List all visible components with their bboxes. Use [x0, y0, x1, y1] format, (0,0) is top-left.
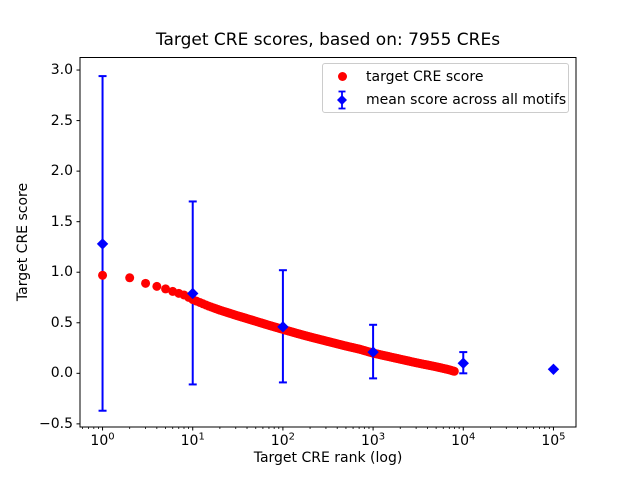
- mean-diamond: [457, 357, 469, 369]
- legend-item: mean score across all motifs: [323, 89, 568, 110]
- y-tick-label: 0.0: [50, 365, 73, 382]
- legend-item-label: mean score across all motifs: [366, 91, 567, 108]
- mean-diamond: [96, 238, 109, 250]
- x-tick-label: 100: [90, 431, 115, 449]
- x-axis-label: Target CRE rank (log): [253, 450, 403, 466]
- chart-title: Target CRE scores, based on: 7955 CREs: [155, 30, 501, 50]
- data-point: [152, 281, 162, 291]
- y-tick-label: 1.0: [50, 264, 73, 281]
- x-tick-label: 102: [270, 431, 295, 449]
- y-axis-label: Target CRE score: [15, 182, 31, 302]
- mean-diamond: [547, 363, 560, 375]
- x-tick-label: 105: [541, 431, 566, 449]
- y-tick-label: 0.5: [50, 314, 73, 331]
- blue-diamond-errorbar-marker-icon: [323, 90, 361, 110]
- mean-diamond: [187, 287, 199, 300]
- data-point: [141, 278, 151, 288]
- y-tick-label: −0.5: [39, 415, 73, 432]
- red-circle-marker-icon: [323, 72, 361, 81]
- mean-diamond: [277, 321, 289, 333]
- legend-item: target CRE score: [323, 66, 568, 87]
- legend-item-label: target CRE score: [366, 68, 484, 85]
- y-tick-label: 2.5: [50, 112, 73, 129]
- axis-frame: [79, 57, 577, 428]
- y-tick-label: 1.5: [50, 213, 73, 230]
- mean-diamond: [367, 346, 379, 358]
- data-point: [161, 284, 171, 294]
- x-tick-label: 103: [360, 431, 386, 449]
- y-tick-label: 3.0: [50, 62, 73, 79]
- data-point: [449, 366, 459, 376]
- x-tick-label: 104: [451, 431, 476, 449]
- legend: target CRE score mean score across all m…: [322, 63, 569, 113]
- x-tick-label: 101: [180, 431, 205, 449]
- y-tick-label: 2.0: [50, 163, 73, 180]
- data-point: [125, 273, 135, 283]
- data-point: [98, 270, 108, 280]
